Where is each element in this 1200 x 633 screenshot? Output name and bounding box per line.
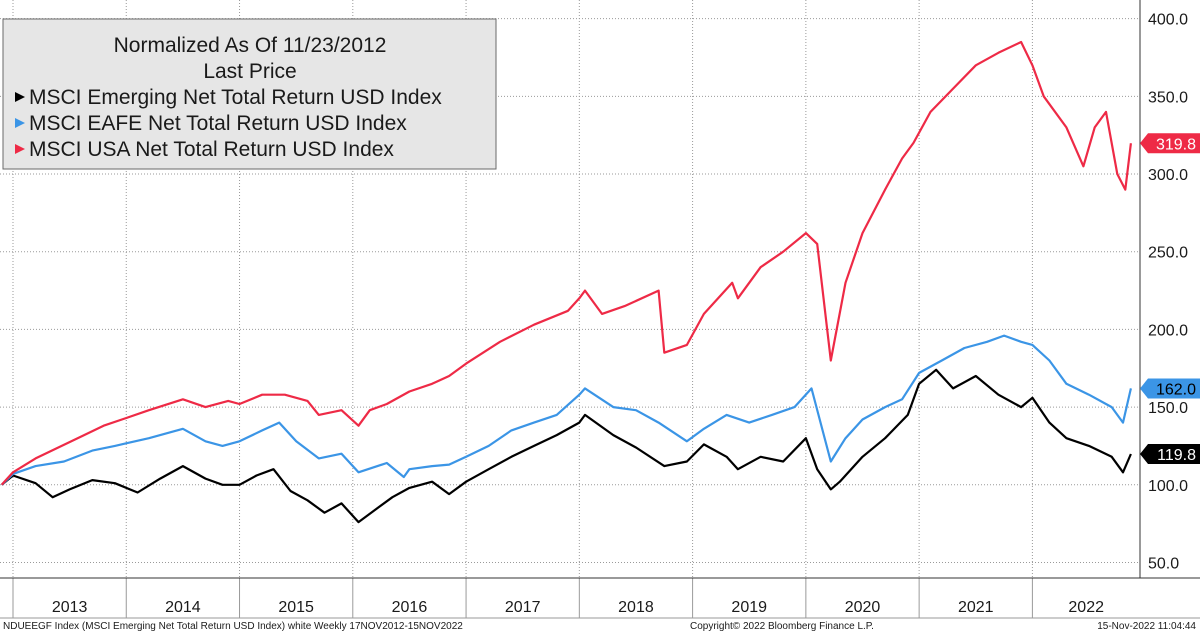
last-value-label: 319.8	[1156, 136, 1196, 153]
y-tick-label: 150.0	[1148, 400, 1188, 417]
legend-label: MSCI Emerging Net Total Return USD Index	[29, 86, 442, 109]
legend-marker	[15, 144, 25, 154]
badge-shape	[1140, 133, 1200, 154]
y-axis: 50.0 100.0 150.0 200.0 250.0 300.0 350.0 400.0	[1139, 0, 1188, 578]
x-tick-label: 2013	[52, 599, 88, 616]
footer-timestamp: 15-Nov-2022 11:04:44	[1097, 621, 1196, 632]
x-tick-label: 2014	[165, 599, 201, 616]
chart-title: Normalized As Of 11/23/2012	[114, 34, 387, 57]
x-tick-label: 2020	[845, 599, 881, 616]
x-tick-label: 2017	[505, 599, 541, 616]
last-value-badge-emerging: 119.8	[1140, 444, 1200, 465]
badge-shape	[1140, 444, 1200, 465]
legend-entry: MSCI USA Net Total Return USD Index	[15, 138, 394, 161]
y-tick-label: 200.0	[1148, 322, 1188, 339]
footer-source: NDUEEGF Index (MSCI Emerging Net Total R…	[3, 621, 463, 632]
x-axis: 2013 2014 2015 2016 2017 2018 2019 2020 2021 2022	[0, 577, 1200, 619]
legend-box	[2, 18, 497, 170]
series-line-emerging	[1, 368, 1132, 524]
x-tick-label: 2016	[392, 599, 428, 616]
footer: NDUEEGF Index (MSCI Emerging Net Total R…	[3, 621, 1196, 632]
legend: Normalized As Of 11/23/2012 Last Price M…	[2, 18, 497, 170]
y-tick-label: 400.0	[1148, 12, 1188, 29]
footer-copyright: Copyright© 2022 Bloomberg Finance L.P.	[690, 621, 874, 632]
series-lines	[0, 40, 1132, 524]
x-tick-label: 2015	[278, 599, 314, 616]
last-value-label: 162.0	[1156, 381, 1196, 398]
x-tick-label: 2022	[1068, 599, 1104, 616]
legend-label: MSCI USA Net Total Return USD Index	[29, 138, 394, 161]
y-tick-label: 100.0	[1148, 478, 1188, 495]
series-line-eafe	[0, 334, 1132, 486]
chart-subtitle: Last Price	[203, 60, 296, 83]
x-tick-label: 2021	[958, 599, 994, 616]
badge-shape	[1140, 378, 1200, 399]
legend-marker	[15, 118, 25, 128]
legend-entries: MSCI Emerging Net Total Return USD Index…	[15, 86, 442, 161]
last-value-badge-eafe: 162.0	[1140, 378, 1200, 399]
last-value-badges: 119.8 162.0 319.8	[1140, 133, 1200, 465]
y-tick-label: 250.0	[1148, 245, 1188, 262]
y-tick-label: 300.0	[1148, 167, 1188, 184]
legend-marker	[15, 92, 25, 102]
legend-entry: MSCI Emerging Net Total Return USD Index	[15, 86, 442, 109]
legend-entry: MSCI EAFE Net Total Return USD Index	[15, 112, 407, 135]
x-tick-label: 2018	[618, 599, 654, 616]
last-value-badge-usa: 319.8	[1140, 133, 1200, 154]
legend-label: MSCI EAFE Net Total Return USD Index	[29, 112, 407, 135]
last-value-label: 119.8	[1157, 447, 1196, 464]
series-line-usa	[0, 40, 1132, 486]
y-tick-label: 350.0	[1148, 89, 1188, 106]
x-tick-label: 2019	[731, 599, 767, 616]
y-tick-label: 50.0	[1148, 555, 1179, 572]
